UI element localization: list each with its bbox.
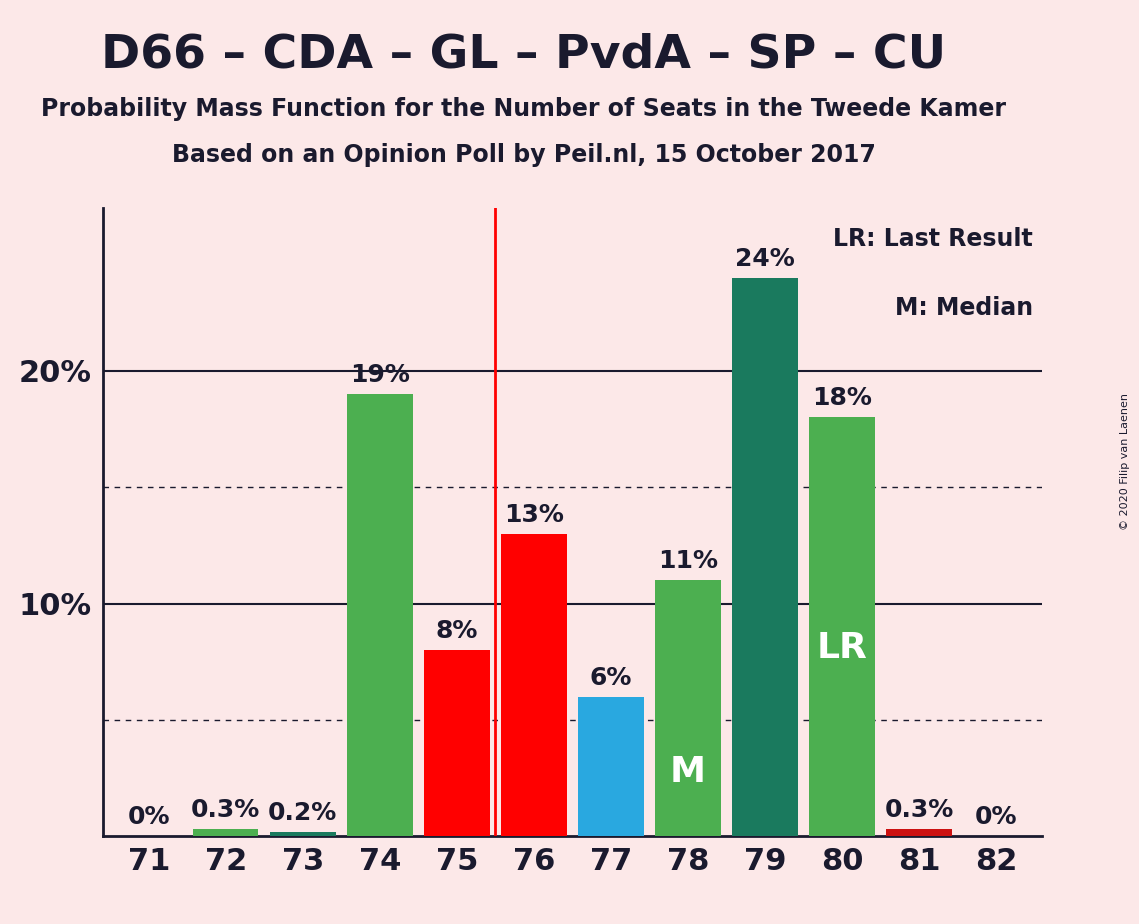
Text: 13%: 13%: [503, 503, 564, 527]
Text: D66 – CDA – GL – PvdA – SP – CU: D66 – CDA – GL – PvdA – SP – CU: [101, 32, 947, 78]
Bar: [347, 394, 412, 836]
Text: 24%: 24%: [735, 247, 795, 271]
Text: 0.3%: 0.3%: [191, 798, 261, 822]
Text: 11%: 11%: [658, 549, 718, 573]
Bar: [501, 534, 566, 836]
Text: © 2020 Filip van Laenen: © 2020 Filip van Laenen: [1120, 394, 1130, 530]
Text: 0.3%: 0.3%: [884, 798, 953, 822]
Text: 8%: 8%: [435, 619, 478, 643]
Text: 18%: 18%: [812, 386, 871, 410]
Bar: [809, 418, 875, 836]
Text: 19%: 19%: [350, 363, 410, 387]
Text: 0.2%: 0.2%: [268, 800, 337, 824]
Bar: [655, 580, 721, 836]
Bar: [270, 832, 336, 836]
Bar: [886, 829, 952, 836]
Text: 0%: 0%: [128, 805, 170, 829]
Text: M: M: [670, 755, 706, 789]
Bar: [424, 650, 490, 836]
Bar: [579, 697, 644, 836]
Text: LR: Last Result: LR: Last Result: [833, 226, 1033, 250]
Bar: [192, 829, 259, 836]
Text: LR: LR: [817, 631, 868, 664]
Text: 0%: 0%: [975, 805, 1017, 829]
Bar: [732, 278, 797, 836]
Text: M: Median: M: Median: [894, 296, 1033, 320]
Text: Probability Mass Function for the Number of Seats in the Tweede Kamer: Probability Mass Function for the Number…: [41, 97, 1007, 121]
Text: 6%: 6%: [590, 665, 632, 689]
Text: Based on an Opinion Poll by Peil.nl, 15 October 2017: Based on an Opinion Poll by Peil.nl, 15 …: [172, 143, 876, 167]
